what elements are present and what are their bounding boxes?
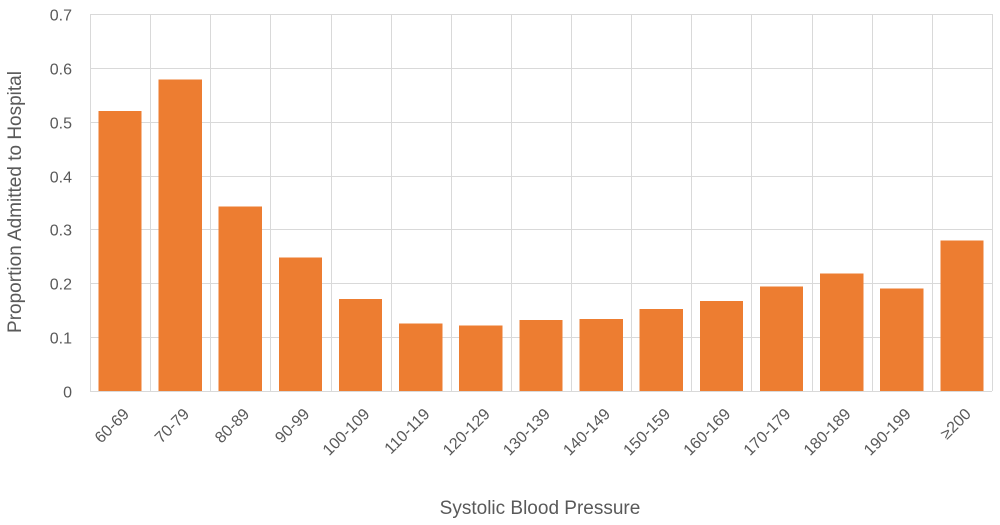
x-tick-label: 190-199 bbox=[861, 406, 915, 460]
y-tick-label: 0.5 bbox=[50, 116, 72, 133]
x-tick-label: 110-119 bbox=[382, 406, 434, 458]
bar-110-119 bbox=[399, 323, 443, 391]
bar-≥200 bbox=[940, 240, 984, 391]
bar-180-189 bbox=[820, 273, 864, 391]
x-tick-label: ≥200 bbox=[938, 406, 975, 443]
bar-90-99 bbox=[278, 257, 323, 391]
gridlines bbox=[90, 14, 993, 392]
x-tick-label: 160-169 bbox=[681, 406, 735, 460]
bar-130-139 bbox=[519, 319, 563, 391]
x-tick-label: 180-189 bbox=[801, 406, 855, 460]
y-tick-label: 0 bbox=[63, 385, 72, 402]
x-tick-label: 60-69 bbox=[92, 406, 133, 447]
y-tick-label: 0.7 bbox=[50, 8, 72, 25]
y-axis-title: Proportion Admitted to Hospital bbox=[5, 71, 26, 333]
y-tick-label: 0.2 bbox=[50, 277, 72, 294]
x-axis-title: Systolic Blood Pressure bbox=[440, 498, 641, 519]
x-tick-label: 170-179 bbox=[741, 406, 795, 460]
bars bbox=[98, 79, 984, 391]
y-tick-label: 0.1 bbox=[50, 331, 72, 348]
y-axis-ticks: 0 0.1 0.2 0.3 0.4 0.5 0.6 0.7 bbox=[50, 8, 72, 402]
bar-100-109 bbox=[338, 298, 383, 391]
x-tick-label: 120-129 bbox=[440, 406, 494, 460]
bar-150-159 bbox=[639, 309, 683, 391]
bar-120-129 bbox=[459, 325, 503, 391]
x-tick-label: 140-149 bbox=[560, 406, 614, 460]
y-tick-label: 0.4 bbox=[50, 170, 72, 187]
x-tick-label: 130-139 bbox=[500, 406, 554, 460]
y-tick-label: 0.3 bbox=[50, 223, 72, 240]
x-tick-label: 80-89 bbox=[212, 406, 253, 447]
bar-160-169 bbox=[699, 301, 744, 391]
bar-80-89 bbox=[218, 206, 262, 391]
x-tick-label: 100-109 bbox=[320, 406, 374, 460]
x-tick-label: 70-79 bbox=[152, 406, 193, 447]
y-tick-label: 0.6 bbox=[50, 62, 72, 79]
bar-170-179 bbox=[759, 286, 804, 391]
x-tick-label: 90-99 bbox=[272, 406, 313, 447]
bar-140-149 bbox=[579, 318, 623, 391]
bar-60-69 bbox=[98, 110, 142, 391]
bar-70-79 bbox=[158, 79, 202, 391]
x-tick-label: 150-159 bbox=[621, 406, 675, 460]
x-axis-ticks: 60-69 70-79 80-89 90-99 100-109 110-119 120-12… bbox=[92, 406, 975, 460]
bar-190-199 bbox=[880, 288, 924, 391]
